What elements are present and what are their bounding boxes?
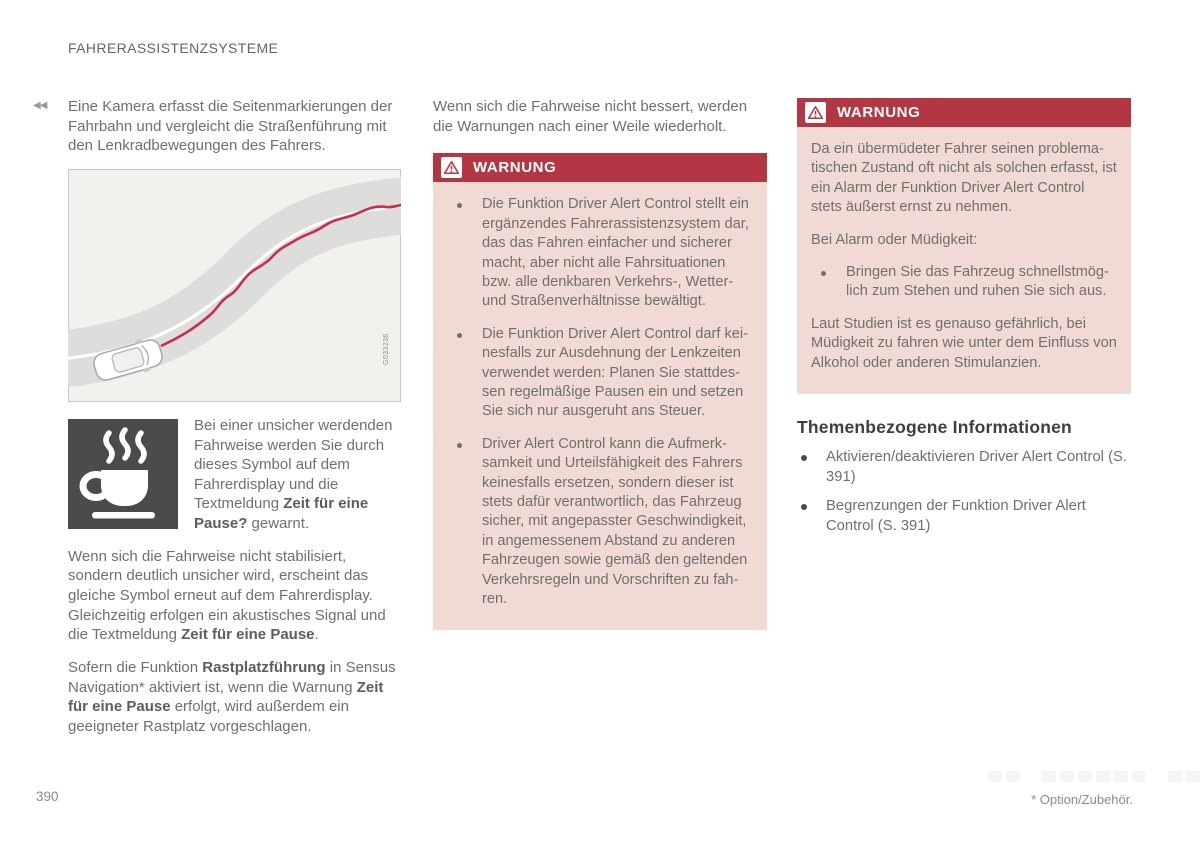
- warning-title: WARNUNG: [473, 159, 557, 177]
- bullet-icon: [457, 203, 462, 209]
- bullet-icon: [821, 271, 826, 277]
- warning-bullet-text: Bringen Sie das Fahrzeug schnellstmög­li…: [846, 264, 1109, 300]
- pause-paragraph-2: Wenn sich die Fahrweise nicht stabilisie…: [68, 547, 401, 645]
- repeat-warning-paragraph: Wenn sich die Fahrweise nicht bessert, w…: [433, 97, 767, 136]
- intro-paragraph: Eine Kamera erfasst die Seitenmarkierung…: [68, 97, 401, 156]
- text-segment: gewarnt.: [247, 515, 310, 533]
- coffee-cup-icon: [68, 418, 178, 529]
- warning-body: Die Funktion Driver Alert Control stellt…: [433, 182, 767, 630]
- text-segment: .: [314, 626, 319, 644]
- text-segment: Sofern die Funktion: [68, 658, 203, 676]
- warning-bullet-text: Die Funktion Driver Alert Control stellt…: [482, 196, 749, 310]
- text-segment: Da ein übermüdeter Fahrer seinen problem…: [811, 141, 1117, 216]
- text-segment: Bei Alarm oder Müdigkeit:: [811, 231, 978, 248]
- warning-bullet: Die Funktion Driver Alert Control darf k…: [447, 325, 753, 422]
- road-illustration-svg: G033236: [68, 168, 401, 402]
- warning-triangle-icon: [805, 102, 826, 123]
- display-message-text: Zeit für eine Pause: [68, 678, 384, 716]
- warning-box-fatigue: WARNUNG Da ein übermüdeter Fahrer seinen…: [797, 98, 1131, 395]
- bullet-icon: [457, 442, 462, 448]
- left-column: Eine Kamera erfasst die Seitenmarkierung…: [68, 97, 401, 750]
- warning-bullet: Die Funktion Driver Alert Control stellt…: [447, 195, 753, 311]
- warning-bullet-text: Driver Alert Control kann die Aufmerk­sa…: [482, 435, 748, 607]
- warning-paragraph: Da ein übermüdeter Fahrer seinen problem…: [811, 140, 1117, 218]
- pause-paragraph-1: Bei einer unsicher werdenden Fahrweise w…: [68, 416, 401, 534]
- page-title: FAHRERASSISTENZSYSTEME: [68, 40, 279, 56]
- related-info-heading: Themenbezogene Informationen: [797, 417, 1072, 438]
- pause-warning-block: Bei einer unsicher werdenden Fahrweise w…: [68, 416, 401, 658]
- warning-title: WARNUNG: [837, 104, 921, 121]
- warning-paragraph: Laut Studien ist es genauso gefährlich, …: [811, 315, 1117, 373]
- warning-box-dac: WARNUNG Die Funktion Driver Alert Contro…: [433, 153, 767, 631]
- middle-column: Wenn sich die Fahrweise nicht bessert, w…: [433, 97, 767, 631]
- warning-body: Da ein übermüdeter Fahrer seinen problem…: [797, 127, 1131, 394]
- warning-bullet: Driver Alert Control kann die Aufmerk­sa…: [447, 435, 753, 610]
- continuation-marker-icon: ◀◀: [33, 100, 47, 111]
- related-link-text[interactable]: Begrenzungen der Funktion Driver Alert C…: [826, 498, 1086, 535]
- warning-header: WARNUNG: [797, 98, 1131, 127]
- illustration-id-label: G033236: [383, 333, 390, 365]
- text-segment: Wenn sich die Fahrweise nicht bessert, w…: [433, 98, 748, 135]
- text-segment: Laut Studien ist es genauso gefährlich, …: [811, 315, 1117, 371]
- scan-watermark: [988, 771, 1200, 782]
- display-message-text: Zeit für eine Pause: [181, 626, 315, 644]
- text-segment: in Sensus Navigation* aktiviert ist, wen…: [68, 658, 396, 696]
- warning-bullet-text: Die Funktion Driver Alert Control darf k…: [482, 325, 749, 420]
- erratic-drive-trace: [160, 203, 401, 348]
- bullet-icon: [457, 332, 462, 338]
- car-top-view: [93, 339, 163, 381]
- bullet-icon: [801, 455, 807, 462]
- related-info-link[interactable]: Aktivieren/deaktivieren Driver Alert Con…: [797, 448, 1131, 487]
- warning-paragraph: Bei Alarm oder Müdigkeit:: [811, 231, 1117, 250]
- intro-text: Eine Kamera erfasst die Seitenmarkierung…: [68, 98, 393, 155]
- warning-bullet: Bringen Sie das Fahrzeug schnellstmög­li…: [811, 263, 1117, 302]
- bullet-icon: [801, 504, 807, 511]
- road-illustration: G033236: [68, 168, 401, 402]
- warning-triangle-icon: [441, 157, 462, 179]
- related-link-text[interactable]: Aktivieren/deaktivieren Driver Alert Con…: [826, 449, 1127, 485]
- right-column: WARNUNG Da ein übermüdeter Fahrer seinen…: [797, 97, 1131, 547]
- text-segment: erfolgt, wird außer­dem ein geeigneter R…: [68, 698, 349, 735]
- option-footnote: * Option/Zubehör.: [1031, 792, 1133, 807]
- function-name-text: Rastplatzführung: [202, 658, 326, 676]
- rest-stop-paragraph: Sofern die Funktion Rastplatzführung in …: [68, 658, 401, 737]
- display-message-text: Zeit für eine Pause?: [194, 495, 369, 533]
- warning-header: WARNUNG: [433, 153, 767, 183]
- page-number: 390: [36, 789, 59, 804]
- related-info-link[interactable]: Begrenzungen der Funktion Driver Alert C…: [797, 497, 1131, 536]
- text-segment: Bei einer unsicher werdenden Fahrweise w…: [194, 416, 393, 513]
- text-segment: Wenn sich die Fahrweise nicht stabilisie…: [68, 547, 386, 644]
